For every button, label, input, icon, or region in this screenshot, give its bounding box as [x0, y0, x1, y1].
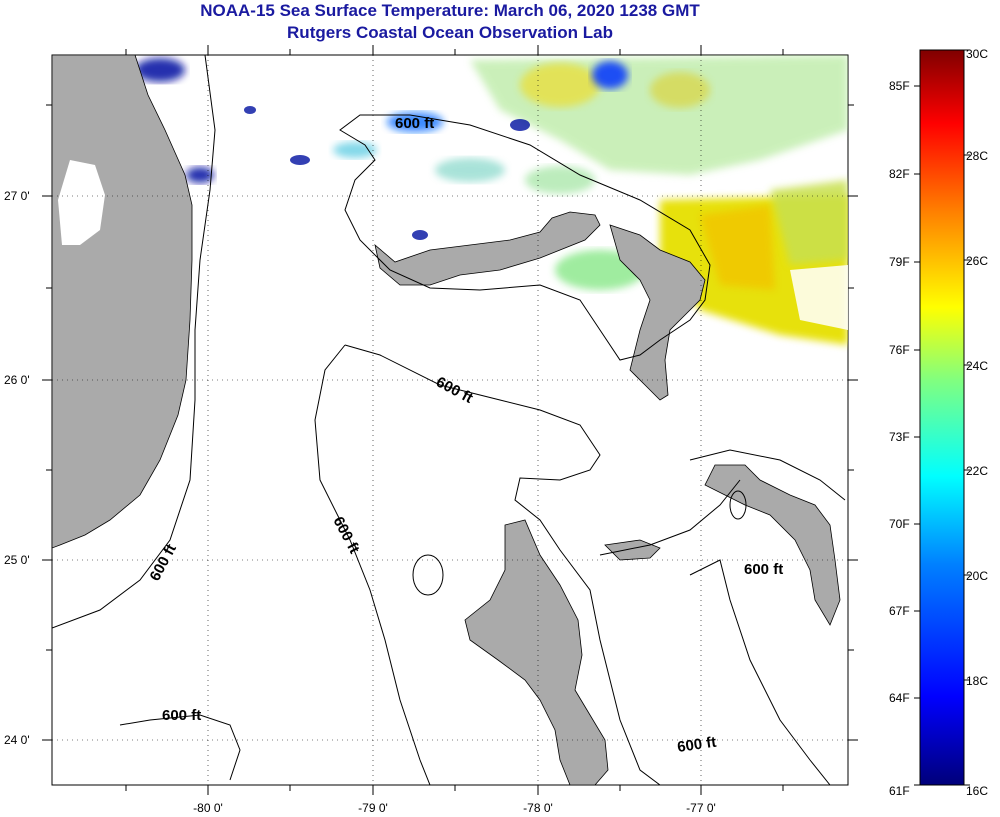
contour-label: 600 ft: [162, 707, 201, 724]
colorbar-f-label: 61F: [889, 784, 910, 798]
colorbar-c-label: 24C: [966, 359, 988, 373]
colorbar-f-label: 70F: [889, 517, 910, 531]
frame-ticks: [42, 45, 858, 795]
colorbar-c-label: 26C: [966, 254, 988, 268]
contour-layer: [52, 55, 846, 785]
contour-label: 600 ft: [395, 115, 434, 132]
y-tick-label: 27 0': [4, 189, 30, 203]
graticule: [52, 55, 848, 785]
colorbar-f-label: 82F: [889, 167, 910, 181]
contour-label: 600 ft: [744, 561, 783, 578]
colorbar-c-label: 30C: [966, 47, 988, 61]
colorbar-f-label: 76F: [889, 343, 910, 357]
colorbar-f-label: 73F: [889, 430, 910, 444]
contour-label: 600 ft: [676, 734, 717, 756]
map-title: NOAA-15 Sea Surface Temperature: March 0…: [200, 1, 700, 20]
colorbar-c-label: 16C: [966, 784, 988, 798]
colorbar: 85F 82F 79F 76F 73F 70F 67F 64F 61F 30C …: [889, 47, 988, 798]
colorbar-c-label: 20C: [966, 569, 988, 583]
colorbar-f-label: 67F: [889, 604, 910, 618]
colorbar-f-label: 79F: [889, 255, 910, 269]
y-tick-label: 26 0': [4, 373, 30, 387]
x-tick-label: -79 0': [358, 801, 388, 815]
colorbar-f-label: 64F: [889, 691, 910, 705]
sst-data-layer: [135, 55, 848, 345]
y-tick-label: 24 0': [4, 733, 30, 747]
map-subtitle: Rutgers Coastal Ocean Observation Lab: [287, 23, 613, 42]
colorbar-c-label: 28C: [966, 149, 988, 163]
y-tick-label: 25 0': [4, 553, 30, 567]
colorbar-c-label: 18C: [966, 674, 988, 688]
x-tick-label: -78 0': [523, 801, 553, 815]
lake-okeechobee: [58, 160, 105, 245]
colorbar-c-label: 22C: [966, 464, 988, 478]
x-tick-label: -77 0': [686, 801, 716, 815]
colorbar-f-label: 85F: [889, 79, 910, 93]
x-tick-label: -80 0': [193, 801, 223, 815]
